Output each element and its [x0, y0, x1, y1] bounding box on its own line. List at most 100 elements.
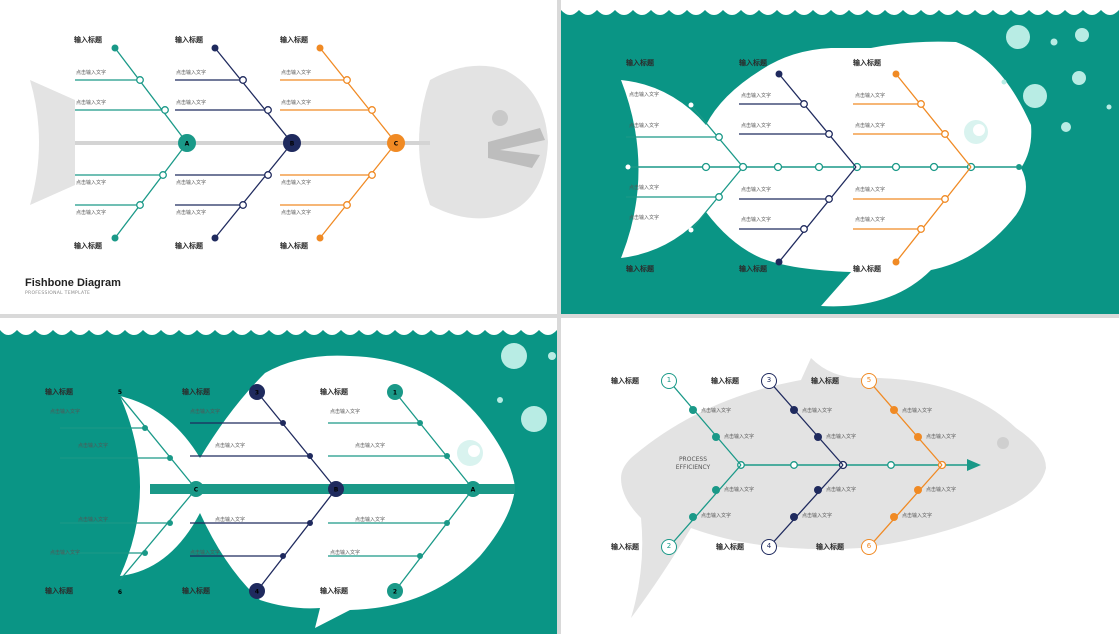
panel3-graphics: C B A 3 4 1 2 5 6	[0, 318, 557, 628]
text: 点击输入文字	[176, 100, 207, 106]
center-label-line1: PROCESS	[678, 456, 708, 463]
waves	[561, 0, 1119, 15]
number-6: 6	[118, 589, 122, 596]
text: 点击输入文字	[281, 70, 312, 76]
number-badge-2: 2	[661, 539, 677, 555]
text: 点击输入文字	[78, 443, 109, 449]
text: 点击输入文字	[724, 434, 755, 440]
text: 点击输入文字	[50, 409, 81, 415]
fish-tail-shape	[30, 80, 75, 205]
text: 点击输入文字	[724, 487, 755, 493]
node-b-label: B	[290, 141, 295, 148]
heading: 输入标题	[716, 543, 744, 551]
text: 点击输入文字	[855, 123, 886, 129]
heading: 输入标题	[182, 587, 210, 595]
number-4: 4	[255, 589, 259, 596]
panel-fishbone-white: A B C 输入标题 输入标题 输入标题 输入标题 输入标题 输入标题 点击输入…	[0, 0, 557, 314]
number-3: 3	[255, 390, 259, 397]
text: 点击输入文字	[741, 93, 772, 99]
node-c-label: C	[194, 487, 199, 494]
heading: 输入标题	[320, 388, 348, 396]
text: 点击输入文字	[215, 517, 246, 523]
text: 点击输入文字	[826, 487, 857, 493]
heading: 输入标题	[853, 59, 881, 67]
text: 点击输入文字	[330, 409, 361, 415]
number-badge-1: 1	[661, 373, 677, 389]
heading: 输入标题	[280, 36, 308, 44]
panel-fishbone-teal-fish: 输入标题 输入标题 输入标题 输入标题 输入标题 输入标题 点击输入文字 点击输…	[561, 0, 1119, 314]
fish-eye	[997, 437, 1009, 449]
text: 点击输入文字	[281, 180, 312, 186]
fish-eye	[492, 110, 508, 126]
center-label: PROCESS EFFICIENCY	[669, 456, 717, 471]
text: 点击输入文字	[855, 217, 886, 223]
text: 点击输入文字	[741, 123, 772, 129]
text: 点击输入文字	[701, 513, 732, 519]
text: 点击输入文字	[701, 408, 732, 414]
text: 点击输入文字	[76, 180, 107, 186]
panel2-graphics	[561, 0, 1119, 307]
text: 点击输入文字	[902, 408, 933, 414]
heading: 输入标题	[182, 388, 210, 396]
panel-fishbone-process: 1 2 3 4 5 6 输入标题 输入标题 输入标题 输入标题 输入标题 输入标…	[561, 318, 1119, 634]
number-2: 2	[393, 589, 397, 596]
node-a	[178, 134, 196, 152]
panel4-graphics	[621, 358, 1046, 618]
text: 点击输入文字	[355, 443, 386, 449]
text: 点击输入文字	[741, 217, 772, 223]
number-badge-3: 3	[761, 373, 777, 389]
text: 点击输入文字	[855, 187, 886, 193]
heading: 输入标题	[611, 377, 639, 385]
text: 点击输入文字	[826, 434, 857, 440]
number-badge-5: 5	[861, 373, 877, 389]
heading: 输入标题	[816, 543, 844, 551]
waves	[0, 318, 557, 335]
text: 点击输入文字	[741, 187, 772, 193]
text: 点击输入文字	[330, 550, 361, 556]
diagram-subtitle: PROFESSIONAL TEMPLATE	[25, 291, 91, 296]
text: 点击输入文字	[281, 100, 312, 106]
node-c-label: C	[394, 141, 399, 148]
text: 点击输入文字	[629, 215, 660, 221]
heading: 输入标题	[280, 242, 308, 250]
heading: 输入标题	[175, 36, 203, 44]
heading: 输入标题	[74, 242, 102, 250]
node-b	[283, 134, 301, 152]
heading: 输入标题	[74, 36, 102, 44]
text: 点击输入文字	[802, 408, 833, 414]
text: 点击输入文字	[926, 487, 957, 493]
heading: 输入标题	[320, 587, 348, 595]
number-1: 1	[393, 390, 397, 397]
number-5: 5	[118, 389, 122, 396]
number-badge-6: 6	[861, 539, 877, 555]
text: 点击输入文字	[802, 513, 833, 519]
node-a-label: A	[471, 487, 476, 494]
text: 点击输入文字	[176, 180, 207, 186]
node-c	[387, 134, 405, 152]
heading: 输入标题	[626, 59, 654, 67]
text: 点击输入文字	[926, 434, 957, 440]
heading: 输入标题	[45, 587, 73, 595]
text: 点击输入文字	[190, 550, 221, 556]
text: 点击输入文字	[76, 210, 107, 216]
heading: 输入标题	[175, 242, 203, 250]
text: 点击输入文字	[50, 550, 81, 556]
center-label-line2: EFFICIENCY	[675, 463, 711, 471]
heading: 输入标题	[711, 377, 739, 385]
number-badge-4: 4	[761, 539, 777, 555]
text: 点击输入文字	[281, 210, 312, 216]
heading: 输入标题	[626, 265, 654, 273]
heading: 输入标题	[45, 388, 73, 396]
text: 点击输入文字	[76, 100, 107, 106]
text: 点击输入文字	[215, 443, 246, 449]
text: 点击输入文字	[629, 92, 660, 98]
node-a-label: A	[185, 141, 190, 148]
text: 点击输入文字	[902, 513, 933, 519]
heading: 输入标题	[739, 59, 767, 67]
text: 点击输入文字	[629, 123, 660, 129]
fish-head-shape	[419, 65, 548, 219]
text: 点击输入文字	[855, 93, 886, 99]
text: 点击输入文字	[355, 517, 386, 523]
node-b-label: B	[334, 487, 339, 494]
fish-silhouette	[621, 358, 1046, 618]
